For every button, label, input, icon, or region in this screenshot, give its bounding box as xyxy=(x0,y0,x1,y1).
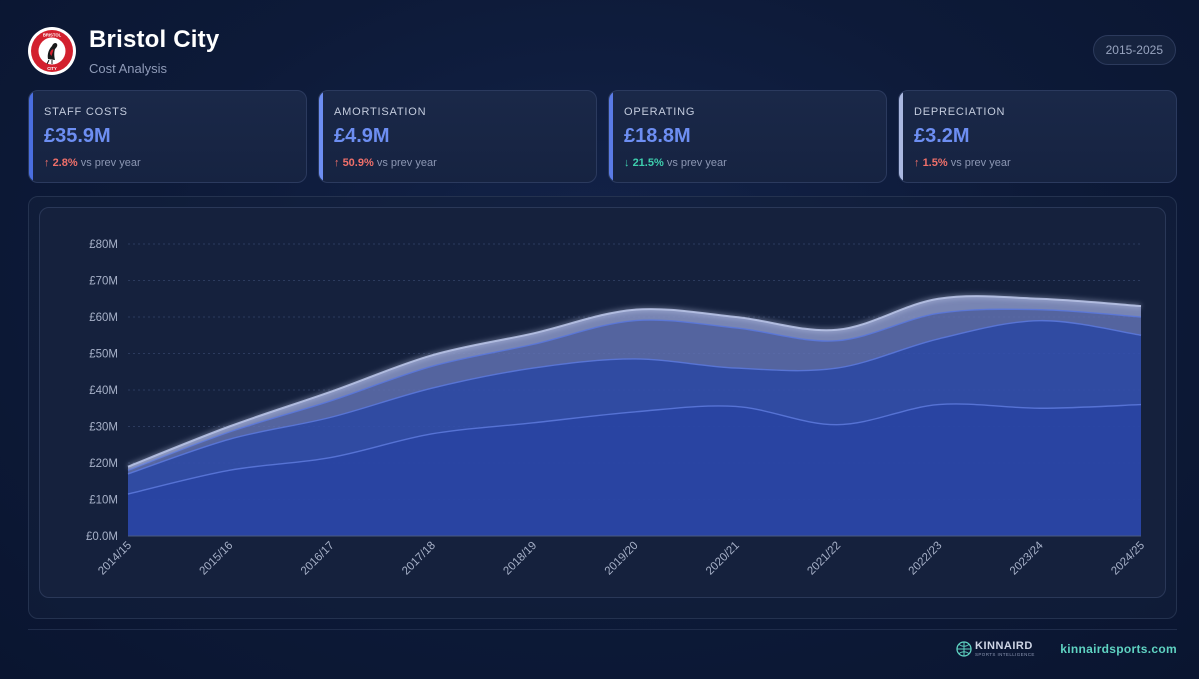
y-tick-label: £10M xyxy=(89,495,118,507)
kpi-card-operating: OPERATING £18.8M ↓ 21.5% vs prev year xyxy=(608,90,887,183)
y-tick-label: £20M xyxy=(89,458,118,470)
kpi-change-percent: 2.8% xyxy=(52,157,78,169)
x-tick-label: 2017/18 xyxy=(400,540,438,578)
brand-name: KINNAIRD xyxy=(975,640,1033,652)
kpi-change-suffix: vs prev year xyxy=(666,157,727,169)
kpi-change: ↓ 21.5% vs prev year xyxy=(624,157,727,169)
x-tick-label: 2023/24 xyxy=(1008,539,1046,577)
kpi-value: £35.9M xyxy=(44,125,111,147)
area-staff-costs xyxy=(128,403,1141,536)
trend-arrow-icon: ↑ xyxy=(44,157,50,169)
y-tick-label: £0.0M xyxy=(86,531,118,543)
kpi-change: ↑ 2.8% vs prev year xyxy=(44,157,141,169)
trend-arrow-icon: ↓ xyxy=(624,157,630,169)
card-accent-bar xyxy=(609,91,613,182)
kpi-change-suffix: vs prev year xyxy=(80,157,141,169)
kpi-cards: STAFF COSTS £35.9M ↑ 2.8% vs prev year A… xyxy=(28,90,1178,184)
y-tick-label: £70M xyxy=(89,276,118,288)
trend-arrow-icon: ↑ xyxy=(334,157,340,169)
series-line-operating xyxy=(127,319,1142,475)
x-tick-label: 2020/21 xyxy=(704,540,742,578)
crest-text-top: BRISTOL xyxy=(43,33,62,38)
kpi-change: ↑ 50.9% vs prev year xyxy=(334,157,437,169)
x-tick-label: 2019/20 xyxy=(603,540,641,578)
x-tick-label: 2022/23 xyxy=(907,540,945,578)
card-accent-bar xyxy=(319,91,323,182)
page-subtitle: Cost Analysis xyxy=(89,61,168,76)
club-crest-logo: BRISTOL CITY xyxy=(28,27,76,75)
trend-arrow-icon: ↑ xyxy=(914,157,920,169)
kpi-card-amortisation: AMORTISATION £4.9M ↑ 50.9% vs prev year xyxy=(318,90,597,183)
kinnaird-globe-icon xyxy=(956,641,972,657)
kpi-label: STAFF COSTS xyxy=(44,106,128,118)
header: BRISTOL CITY Bristol City Cost Analysis … xyxy=(28,24,1178,80)
kpi-change-percent: 50.9% xyxy=(342,157,374,169)
series-line-depreciation xyxy=(127,295,1142,468)
chart-panel: £0.0M £10M £20M £30M £40M £50M £60M £70M £80M 201… xyxy=(28,196,1177,619)
area-amortisation xyxy=(128,309,1141,474)
x-tick-label: 2015/16 xyxy=(198,540,236,578)
y-tick-label: £40M xyxy=(89,385,118,397)
kpi-change-percent: 1.5% xyxy=(922,157,948,169)
kpi-value: £4.9M xyxy=(334,125,390,147)
kpi-change-percent: 21.5% xyxy=(632,157,664,169)
card-accent-bar xyxy=(899,91,903,182)
x-tick-label: 2014/15 xyxy=(96,540,134,578)
kpi-change-suffix: vs prev year xyxy=(950,157,1011,169)
kpi-label: DEPRECIATION xyxy=(914,106,1006,118)
y-tick-label: £60M xyxy=(89,312,118,324)
x-tick-label: 2018/19 xyxy=(501,540,539,578)
card-accent-bar xyxy=(29,91,33,182)
brand-logo: KINNAIRD SPORTS INTELLIGENCE xyxy=(956,640,1036,660)
robin-crest-icon: BRISTOL CITY xyxy=(29,28,75,74)
area-operating xyxy=(128,320,1141,495)
series-line-amortisation xyxy=(127,308,1142,471)
kpi-card-depreciation: DEPRECIATION £3.2M ↑ 1.5% vs prev year xyxy=(898,90,1177,183)
kpi-change: ↑ 1.5% vs prev year xyxy=(914,157,1011,169)
brand-tagline: SPORTS INTELLIGENCE xyxy=(975,652,1035,657)
series-line-staff-costs xyxy=(127,403,1142,495)
kpi-label: AMORTISATION xyxy=(334,106,427,118)
stacked-area-chart: £0.0M £10M £20M £30M £40M £50M £60M £70M £80M 201… xyxy=(86,239,1147,578)
x-tick-label: 2024/25 xyxy=(1109,540,1147,578)
kpi-label: OPERATING xyxy=(624,106,696,118)
kpi-value: £3.2M xyxy=(914,125,970,147)
x-tick-label: 2021/22 xyxy=(805,540,843,578)
x-tick-label: 2016/17 xyxy=(299,540,337,578)
y-tick-label: £30M xyxy=(89,422,118,434)
chart-area: £0.0M £10M £20M £30M £40M £50M £60M £70M £80M 201… xyxy=(39,207,1166,598)
kpi-value: £18.8M xyxy=(624,125,691,147)
y-tick-label: £80M xyxy=(89,239,118,251)
kpi-change-suffix: vs prev year xyxy=(376,157,437,169)
y-tick-label: £50M xyxy=(89,349,118,361)
period-badge[interactable]: 2015-2025 xyxy=(1092,35,1176,65)
crest-text-bottom: CITY xyxy=(47,66,57,71)
footer-divider xyxy=(28,629,1177,630)
page-title: Bristol City xyxy=(89,26,220,53)
website-link[interactable]: kinnairdsports.com xyxy=(1060,642,1177,656)
kpi-card-staff-costs: STAFF COSTS £35.9M ↑ 2.8% vs prev year xyxy=(28,90,307,183)
